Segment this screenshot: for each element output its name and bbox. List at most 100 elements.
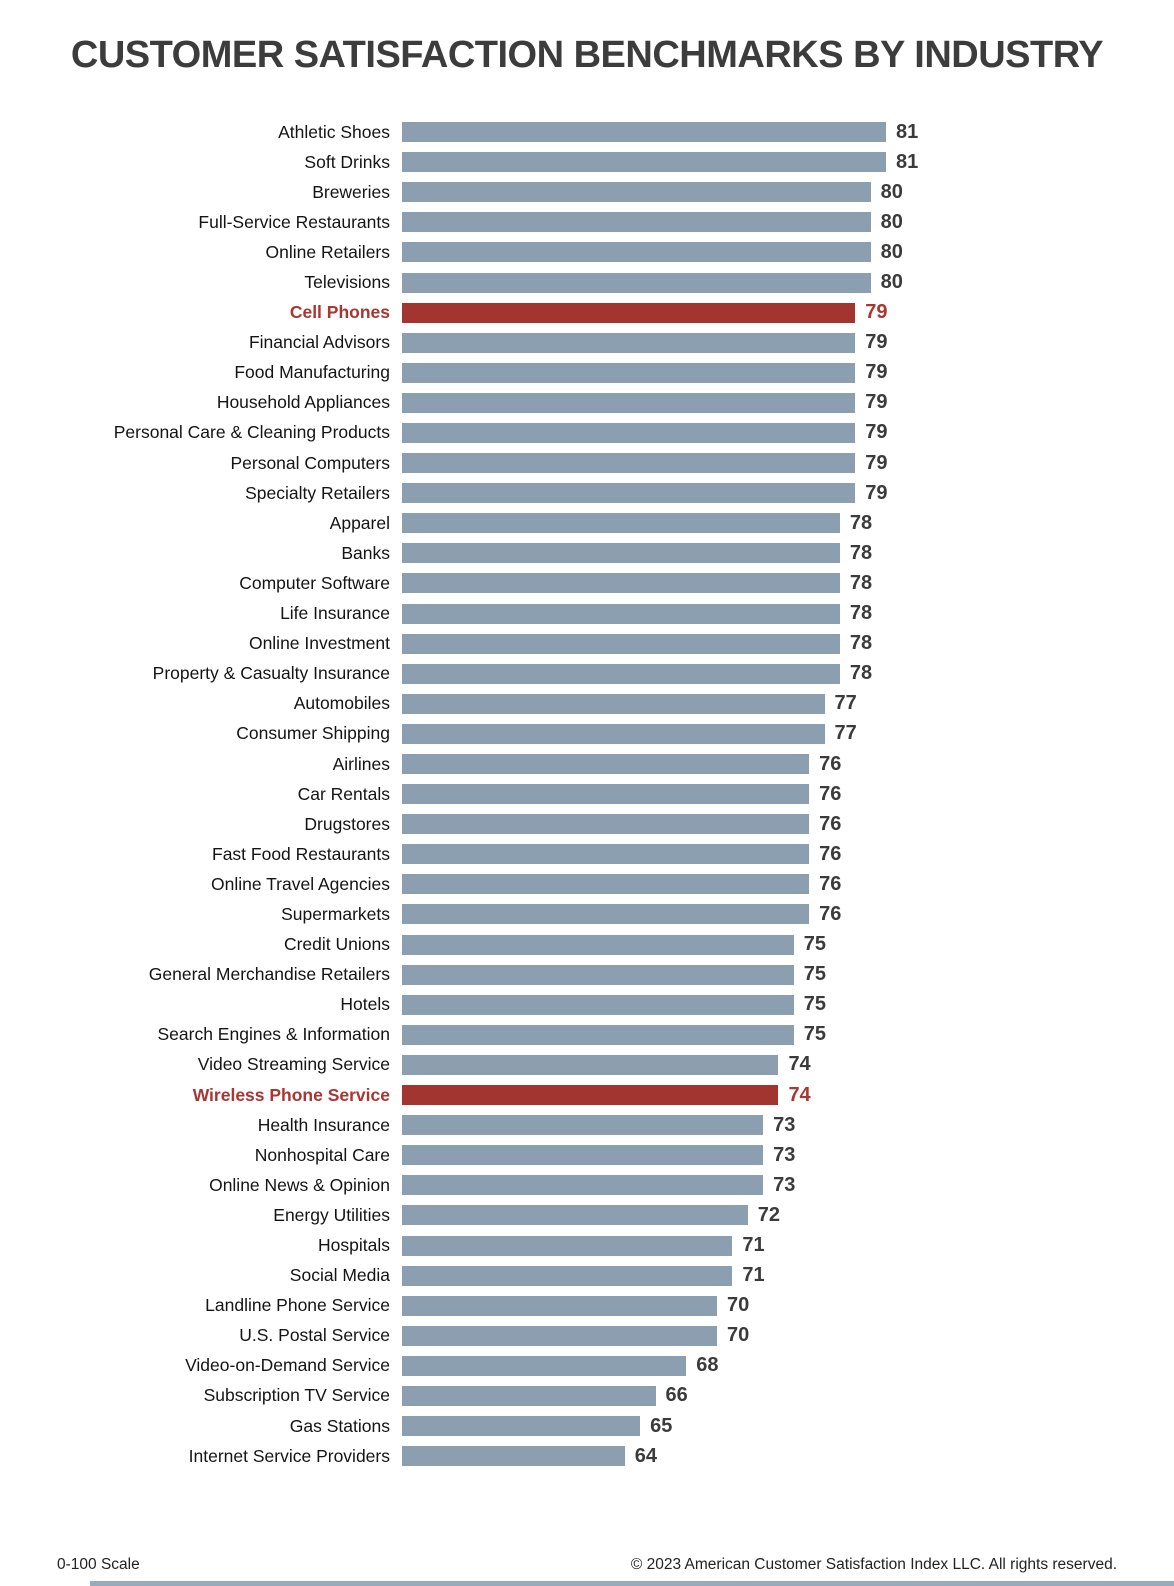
bar-row: Automobiles 77 [0,689,1174,719]
bar-row: Drugstores 76 [0,809,1174,839]
industry-label: Online Travel Agencies [211,873,390,894]
value-label: 80 [880,271,903,294]
bar [402,242,871,263]
bar-row: Athletic Shoes 81 [0,117,1174,147]
industry-label: Video Streaming Service [197,1054,390,1075]
value-label: 71 [742,1234,765,1257]
bar-row: Social Media 71 [0,1261,1174,1291]
bar-row: General Merchandise Retailers 75 [0,960,1174,990]
value-label: 78 [849,602,873,625]
bar-chart: Athletic Shoes 81 Soft Drinks 81 Breweries 80… [0,117,1174,1471]
industry-label: Consumer Shipping [236,723,390,744]
industry-label: Food Manufacturing [234,362,390,383]
value-label: 71 [742,1264,765,1287]
bar [402,422,856,443]
bar-row: Hotels 75 [0,990,1174,1020]
value-label: 78 [849,511,873,534]
industry-label: Landline Phone Service [205,1295,390,1316]
bar [402,603,840,624]
value-label: 76 [819,782,842,805]
bar-row: Internet Service Providers 64 [0,1441,1174,1471]
bar [402,483,856,504]
bar-row: Food Manufacturing 79 [0,358,1174,388]
industry-label: Fast Food Restaurants [212,843,390,864]
bar [402,1295,717,1316]
bar-row: Wireless Phone Service 74 [0,1080,1174,1110]
value-label: 65 [650,1414,673,1437]
industry-label: General Merchandise Retailers [148,964,390,985]
industry-label: Soft Drinks [304,151,390,172]
bar [402,152,886,173]
scale-note: 0-100 Scale [57,1556,140,1573]
value-label: 72 [757,1203,780,1226]
bar-row: Financial Advisors 79 [0,328,1174,358]
bar [402,1235,733,1256]
bar-row: Consumer Shipping 77 [0,719,1174,749]
bar [402,122,886,143]
value-label: 70 [726,1294,750,1317]
value-label: 81 [896,150,919,173]
value-label: 75 [803,933,827,956]
bar [402,362,856,383]
industry-label: Household Appliances [216,392,390,413]
bar [402,663,840,684]
value-label: 75 [803,993,827,1016]
bar-row: Banks 78 [0,538,1174,568]
bar-row: Airlines 76 [0,749,1174,779]
industry-label: Hospitals [318,1235,390,1256]
industry-label: Apparel [329,512,390,533]
industry-label: Televisions [304,272,390,293]
bar [402,1145,764,1166]
industry-label: Subscription TV Service [203,1385,390,1406]
bottom-accent-bar [90,1581,1174,1586]
bar [402,1115,764,1136]
value-label: 79 [865,331,888,354]
bar-row: Personal Computers 79 [0,448,1174,478]
bar-row: Energy Utilities 72 [0,1200,1174,1230]
bar [402,1175,764,1196]
bar [402,904,810,925]
industry-label: U.S. Postal Service [239,1325,390,1346]
value-label: 79 [865,391,888,414]
bar [402,754,810,775]
value-label: 76 [819,812,842,835]
industry-label: Online Investment [248,633,390,654]
industry-label: Search Engines & Information [157,1024,391,1045]
bar [402,332,856,353]
bar-row: Televisions 80 [0,267,1174,297]
industry-label: Online Retailers [265,241,391,262]
value-label: 73 [773,1113,796,1136]
bar [402,723,825,744]
industry-label: Car Rentals [297,783,390,804]
value-label: 75 [803,963,827,986]
bar-row: Full-Service Restaurants 80 [0,207,1174,237]
bar-row: Cell Phones 79 [0,298,1174,328]
bar-row: Fast Food Restaurants 76 [0,839,1174,869]
industry-label: Property & Casualty Insurance [152,663,390,684]
bar-row: Landline Phone Service 70 [0,1291,1174,1321]
value-label: 78 [849,541,873,564]
industry-label: Full-Service Restaurants [198,211,390,232]
industry-label: Cell Phones [289,302,390,323]
bar-row: Credit Unions 75 [0,930,1174,960]
copyright-text: © 2023 American Customer Satisfaction In… [630,1556,1117,1573]
bar-row: Car Rentals 76 [0,779,1174,809]
bar-row: Gas Stations 65 [0,1411,1174,1441]
industry-label: Life Insurance [280,603,390,624]
industry-label: Automobiles [293,693,390,714]
bar [402,964,794,985]
bar-row: Online Travel Agencies 76 [0,869,1174,899]
bar-row: Specialty Retailers 79 [0,478,1174,508]
bar [402,392,856,413]
industry-label: Video-on-Demand Service [185,1355,390,1376]
value-label: 80 [880,180,903,203]
bar-row: Personal Care & Cleaning Products 79 [0,418,1174,448]
industry-label: Breweries [312,181,390,202]
bar-row: Search Engines & Information 75 [0,1020,1174,1050]
value-label: 76 [819,842,842,865]
bar-row: Video-on-Demand Service 68 [0,1351,1174,1381]
bar [402,814,810,835]
value-label: 81 [896,120,919,143]
bar [402,1265,733,1286]
